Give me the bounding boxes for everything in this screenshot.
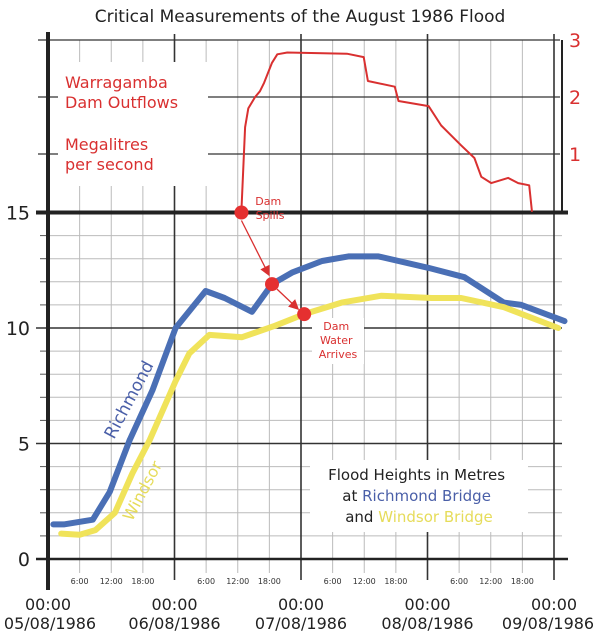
x-tick-date: 08/08/1986: [381, 614, 473, 633]
x-tick-date: 07/08/1986: [255, 614, 347, 633]
y-right-tick-label: 1: [569, 144, 581, 166]
annotation-dam-spills: Dam Spills: [255, 195, 284, 222]
legend-line1: Flood Heights in Metres: [328, 466, 505, 484]
x-minor-tick-label: 12:00: [479, 577, 502, 586]
chart-title: Critical Measurements of the August 1986…: [95, 7, 506, 27]
annotation-marker-1: [265, 277, 280, 292]
x-minor-tick-label: 6:00: [71, 577, 89, 586]
y-tick-label: 0: [18, 549, 30, 571]
legend-at: at: [342, 487, 362, 505]
annotation-marker-2: [297, 307, 312, 322]
x-minor-tick-label: 18:00: [258, 577, 281, 586]
x-minor-tick-label: 18:00: [384, 577, 407, 586]
x-minor-tick-label: 6:00: [324, 577, 342, 586]
annotation-marker-0: [234, 205, 249, 220]
x-minor-tick-label: 6:00: [450, 577, 468, 586]
legend-and: and: [345, 508, 378, 526]
legend: Flood Heights in Metres at Richmond Brid…: [328, 466, 510, 526]
x-minor-tick-label: 12:00: [226, 577, 249, 586]
x-tick-date: 06/08/1986: [128, 614, 220, 633]
annotation-dam-water-arrives: Dam Water Arrives: [319, 320, 358, 361]
series-line-windsor: [58, 292, 562, 538]
flow-label-line2: Dam Outflows: [65, 93, 178, 112]
x-tick-date: 09/08/1986: [502, 614, 594, 633]
markers-layer: [234, 205, 312, 322]
arrow-richmond-to-windsor: [276, 288, 300, 311]
arrow-spill-to-richmond: [240, 220, 270, 277]
flow-label-line3: Megalitres: [65, 135, 148, 154]
x-minor-tick-label: 6:00: [197, 577, 215, 586]
y-right-tick-label: 3: [569, 30, 581, 52]
x-minor-tick-label: 18:00: [131, 577, 154, 586]
legend-richmond: Richmond Bridge: [362, 487, 491, 505]
y-right-tick-label: 2: [569, 87, 581, 109]
x-minor-tick-label: 18:00: [511, 577, 534, 586]
x-tick-time: 00:00: [404, 595, 450, 614]
series-line-warragamba-dam-outflows: [240, 51, 533, 212]
x-tick-date: 05/08/1986: [4, 614, 96, 633]
y-tick-label: 5: [18, 434, 30, 456]
legend-windsor: Windsor Bridge: [378, 508, 493, 526]
flow-label: Warragamba Dam Outflows Megalitres per s…: [65, 73, 183, 174]
x-tick-time: 00:00: [278, 595, 324, 614]
x-minor-tick-label: 12:00: [100, 577, 123, 586]
x-minor-tick-label: 12:00: [353, 577, 376, 586]
y-tick-label: 10: [6, 318, 30, 340]
series-layer: [50, 51, 568, 538]
x-tick-time: 00:00: [25, 595, 71, 614]
x-tick-time: 00:00: [531, 595, 577, 614]
series-line-richmond: [50, 253, 568, 528]
y-tick-label: 15: [6, 203, 30, 225]
flow-label-line1: Warragamba: [65, 73, 168, 92]
x-tick-time: 00:00: [151, 595, 197, 614]
flow-label-line4: per second: [65, 155, 154, 174]
